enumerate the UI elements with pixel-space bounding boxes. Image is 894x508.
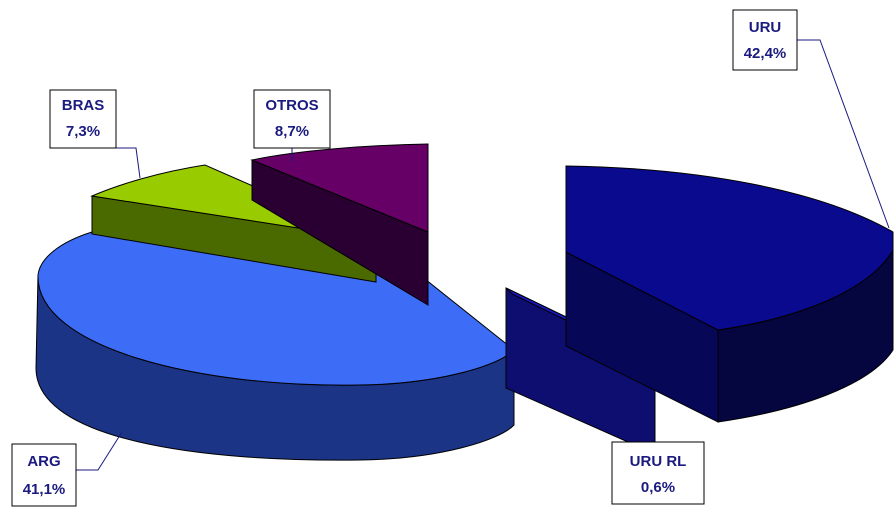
label-bras-name: BRAS [62,97,105,114]
label-otros: OTROS 8,7% [253,89,331,149]
label-otros-value: 8,7% [275,123,309,140]
label-uru-value: 42,4% [744,45,787,62]
leader-uru [797,39,890,229]
leader-bras [116,147,141,179]
label-uru-rl: URU RL 0,6% [611,441,705,505]
slice-otros [250,143,429,306]
label-bras: BRAS 7,3% [49,89,117,149]
label-uru-rl-name: URU RL [630,453,687,470]
slice-arg [35,231,515,461]
label-arg: ARG 41,1% [11,443,77,507]
label-uru-rl-value: 0,6% [641,479,675,496]
leader-arg [76,431,123,471]
label-otros-name: OTROS [265,97,318,114]
label-uru-name: URU [749,19,782,36]
label-uru: URU 42,4% [732,9,798,71]
label-arg-value: 41,1% [23,481,66,498]
slice-uru [565,165,894,423]
label-bras-value: 7,3% [66,123,100,140]
slice-otros-top [250,143,429,233]
slice-uru-top [565,165,894,331]
label-arg-name: ARG [27,453,60,470]
